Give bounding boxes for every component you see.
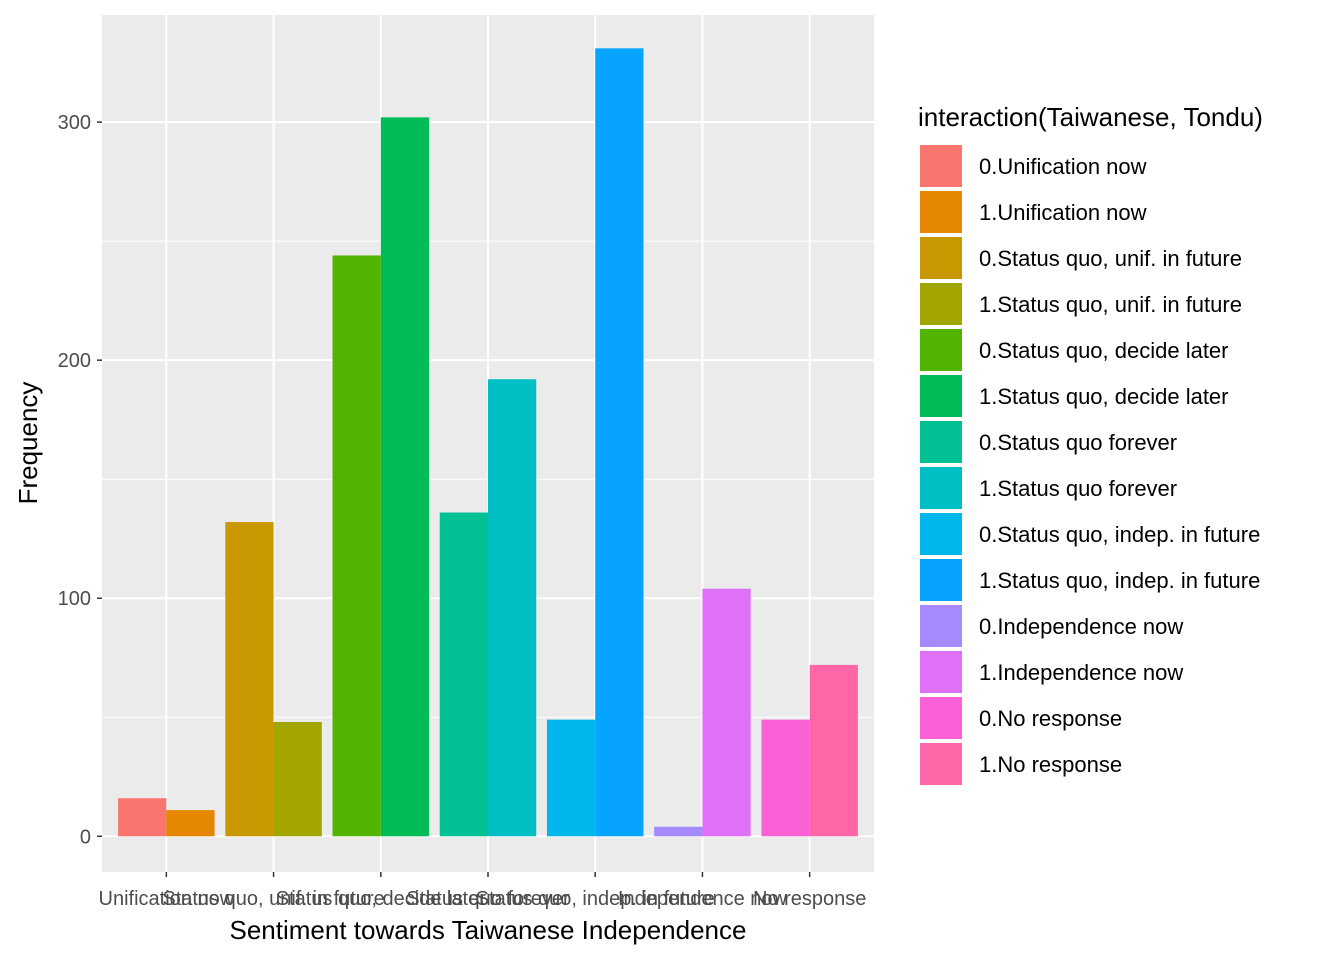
- y-tick-label: 200: [58, 350, 91, 372]
- x-tick-label: No response: [753, 888, 866, 910]
- legend-key: [920, 651, 962, 693]
- legend-key: [920, 237, 962, 279]
- legend-key: [920, 697, 962, 739]
- x-tick-label: Unification now: [99, 888, 235, 910]
- bars-group: [118, 48, 858, 837]
- legend-key: [920, 191, 962, 233]
- legend-label: 0.Status quo forever: [979, 430, 1177, 455]
- legend-key: [920, 467, 962, 509]
- y-tick-label: 300: [58, 112, 91, 134]
- legend: interaction(Taiwanese, Tondu) 0.Unificat…: [918, 102, 1263, 785]
- bar: [166, 810, 215, 837]
- x-tick-label: Independence now: [618, 888, 788, 910]
- bar: [702, 588, 751, 837]
- legend-key: [920, 421, 962, 463]
- legend-label: 0.Status quo, indep. in future: [979, 522, 1260, 547]
- x-axis-title: Sentiment towards Taiwanese Independence: [230, 915, 747, 945]
- bar: [488, 379, 537, 837]
- legend-label: 0.Status quo, decide later: [979, 338, 1229, 363]
- x-tick-label: Status quo, indep. in future: [476, 888, 715, 910]
- legend-key: [920, 743, 962, 785]
- legend-label: 0.No response: [979, 706, 1122, 731]
- legend-label: 1.Status quo, indep. in future: [979, 568, 1260, 593]
- bar: [546, 719, 596, 837]
- legend-label: 1.Status quo, decide later: [979, 384, 1229, 409]
- legend-key: [920, 329, 962, 371]
- x-tick-label: Status quo forever: [406, 888, 570, 910]
- legend-label: 1.Independence now: [979, 660, 1183, 685]
- legend-label: 0.Status quo, unif. in future: [979, 246, 1242, 271]
- legend-key: [920, 145, 962, 187]
- legend-label: 0.Independence now: [979, 614, 1183, 639]
- legend-label: 1.Status quo, unif. in future: [979, 292, 1242, 317]
- legend-label: 1.Status quo forever: [979, 476, 1177, 501]
- legend-label: 1.Unification now: [979, 200, 1147, 225]
- legend-title: interaction(Taiwanese, Tondu): [918, 102, 1263, 132]
- x-tick-label: Status quo, decide later: [276, 888, 486, 910]
- bar: [654, 826, 703, 837]
- bar: [380, 117, 430, 837]
- legend-key: [920, 375, 962, 417]
- legend-key: [920, 513, 962, 555]
- bar: [332, 255, 381, 837]
- bar: [273, 722, 322, 837]
- bar: [439, 512, 488, 837]
- y-axis-title: Frequency: [13, 382, 43, 505]
- bar: [809, 664, 858, 837]
- bar: [118, 798, 167, 837]
- legend-label: 0.Unification now: [979, 154, 1147, 179]
- legend-label: 1.No response: [979, 752, 1122, 777]
- bar: [595, 48, 644, 837]
- y-tick-label: 100: [58, 588, 91, 610]
- bar: [225, 522, 274, 837]
- legend-key: [920, 605, 962, 647]
- y-tick-label: 0: [80, 826, 91, 848]
- legend-key: [920, 283, 962, 325]
- y-axis: 0 100 200 300: [58, 112, 102, 848]
- x-tick-label: Status quo, unif. in future: [162, 888, 384, 910]
- legend-key: [920, 559, 962, 601]
- bar: [761, 719, 810, 837]
